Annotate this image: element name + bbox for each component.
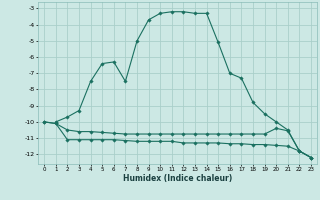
X-axis label: Humidex (Indice chaleur): Humidex (Indice chaleur) <box>123 174 232 183</box>
